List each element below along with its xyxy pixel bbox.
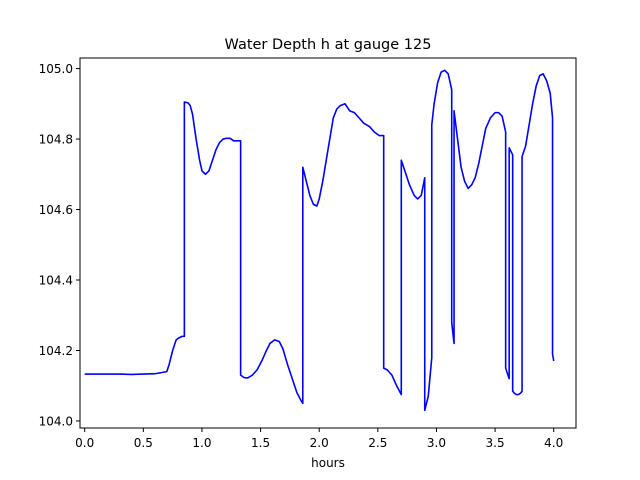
y-tick-label: 104.0 xyxy=(39,414,73,428)
x-axis: 0.0 0.5 1.0 1.5 2.0 2.5 3.0 3.5 4.0 xyxy=(75,428,563,450)
y-axis: 104.0 104.2 104.4 104.6 104.8 105.0 xyxy=(39,62,80,428)
x-tick-label: 3.0 xyxy=(427,436,446,450)
x-tick-label: 2.5 xyxy=(368,436,387,450)
y-tick-label: 104.6 xyxy=(39,203,73,217)
x-tick-label: 0.5 xyxy=(134,436,153,450)
x-tick-label: 1.0 xyxy=(192,436,211,450)
plot-frame xyxy=(79,57,577,429)
x-tick-label: 4.0 xyxy=(544,436,563,450)
x-axis-label: hours xyxy=(311,456,345,470)
y-tick-label: 104.4 xyxy=(39,274,73,288)
x-tick-label: 2.0 xyxy=(310,436,329,450)
x-tick-label: 1.5 xyxy=(251,436,270,450)
series-line-0 xyxy=(84,69,555,412)
chart-title: Water Depth h at gauge 125 xyxy=(225,37,432,53)
plot-area xyxy=(84,69,555,412)
y-tick-label: 104.2 xyxy=(39,344,73,358)
y-tick-label: 104.8 xyxy=(39,133,73,147)
y-tick-label: 105.0 xyxy=(39,62,73,76)
x-tick-label: 3.5 xyxy=(486,436,505,450)
x-tick-label: 0.0 xyxy=(75,436,94,450)
